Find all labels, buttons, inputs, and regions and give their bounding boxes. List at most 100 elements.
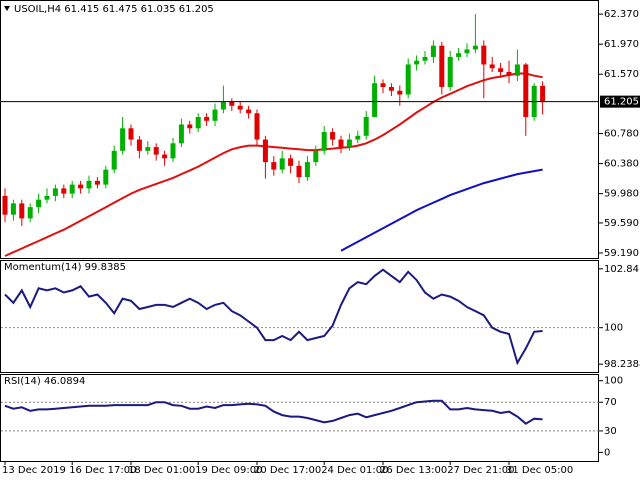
candle-body: [187, 124, 193, 129]
candle-body: [19, 203, 25, 219]
indicator-line: [4, 268, 543, 366]
indicator-line: [4, 399, 543, 425]
candle-body: [388, 86, 394, 91]
candle-body: [10, 203, 16, 215]
candle-body: [204, 117, 210, 121]
candle-body: [94, 180, 100, 185]
y-tick-label: 60.780: [604, 129, 639, 140]
candle-body: [464, 49, 470, 54]
candle-body: [330, 132, 336, 140]
candle-body: [170, 143, 176, 159]
candle-body: [372, 83, 378, 118]
candle-body: [36, 199, 42, 208]
candle-body: [405, 64, 411, 95]
moving-average: [4, 72, 543, 257]
y-tick-label: 59.190: [604, 248, 639, 259]
candle-body: [397, 90, 403, 95]
candle-body: [178, 124, 184, 144]
x-tick-label: 20 Dec 17:00: [254, 465, 321, 476]
candle-body: [27, 207, 33, 219]
candle-body: [523, 64, 529, 118]
candle-body: [44, 195, 50, 200]
candle-body: [69, 184, 75, 194]
candle-body: [271, 162, 277, 170]
candle-body: [52, 188, 58, 196]
candle-body: [506, 71, 512, 76]
candle-body: [304, 162, 310, 178]
candle-body: [229, 102, 235, 106]
candle-body: [254, 113, 260, 140]
candle-body: [514, 64, 520, 76]
candle-body: [363, 117, 369, 136]
candle-body: [296, 165, 302, 178]
y-tick-label: 98.2388: [604, 359, 640, 370]
chart-title: USOIL,H4 61.415 61.475 61.035 61.205: [14, 4, 214, 15]
y-tick-label: 30: [604, 426, 617, 437]
candle-body: [162, 154, 168, 159]
menu-arrow: [4, 6, 10, 11]
candle-body: [78, 184, 84, 189]
candle-body: [456, 53, 462, 57]
candle-body: [246, 109, 252, 114]
candle-body: [321, 132, 327, 151]
candle-body: [481, 45, 487, 65]
y-tick-label: 102.8412: [604, 264, 640, 275]
candle-body: [422, 56, 428, 61]
candle-body: [338, 139, 344, 148]
candle-body: [439, 45, 445, 87]
x-tick-label: 16 Dec 17:00: [69, 465, 136, 476]
candle-body: [430, 45, 436, 57]
y-tick-label: 61.570: [604, 69, 639, 80]
candle-body: [212, 109, 218, 121]
y-tick-label: 61.970: [604, 39, 639, 50]
y-tick-label: 62.370: [604, 9, 639, 20]
candle-body: [540, 85, 546, 102]
candle-body: [2, 195, 8, 215]
candle-body: [288, 158, 294, 166]
momentum-frame: [0, 260, 599, 373]
candle-body: [237, 105, 243, 110]
candle-body: [279, 158, 285, 170]
y-tick-label: 59.980: [604, 189, 639, 200]
candle-body: [103, 169, 109, 185]
momentum-title: Momentum(14) 99.8385: [4, 262, 126, 273]
candle-body: [346, 139, 352, 148]
main-frame: [0, 0, 599, 259]
candle-body: [489, 64, 495, 69]
x-tick-label: 27 Dec 21:00: [447, 465, 514, 476]
y-tick-label: 100: [604, 376, 623, 387]
rsi-title: RSI(14) 46.0894: [4, 376, 85, 387]
x-tick-label: 19 Dec 09:00: [195, 465, 262, 476]
candle-body: [380, 83, 386, 87]
candle-body: [195, 117, 201, 129]
moving-average: [340, 168, 543, 252]
last-price-label: 61.205: [604, 97, 639, 108]
candle-body: [498, 68, 504, 72]
candle-body: [472, 45, 478, 50]
candle-body: [136, 139, 142, 151]
candle-body: [313, 150, 319, 163]
rsi-frame: [0, 374, 599, 462]
x-tick-label: 26 Dec 13:00: [380, 465, 447, 476]
candle-body: [145, 147, 151, 151]
x-tick-label: 31 Dec 05:00: [506, 465, 573, 476]
x-tick-label: 24 Dec 01:00: [321, 465, 388, 476]
y-tick-label: 100: [604, 323, 623, 334]
y-tick-label: 0: [604, 447, 610, 458]
y-tick-label: 59.590: [604, 218, 639, 229]
candle-body: [111, 150, 117, 170]
candle-body: [153, 147, 159, 155]
candle-body: [220, 102, 226, 110]
x-tick-label: 18 Dec 01:00: [128, 465, 195, 476]
candle-body: [355, 135, 361, 140]
y-tick-label: 70: [604, 397, 617, 408]
candle-body: [128, 128, 134, 140]
candle-body: [86, 180, 92, 189]
candle-body: [61, 188, 67, 194]
candle-body: [120, 128, 126, 151]
y-tick-label: 60.380: [604, 159, 639, 170]
candle-body: [414, 60, 420, 65]
candle-body: [447, 56, 453, 87]
candle-body: [262, 139, 268, 163]
